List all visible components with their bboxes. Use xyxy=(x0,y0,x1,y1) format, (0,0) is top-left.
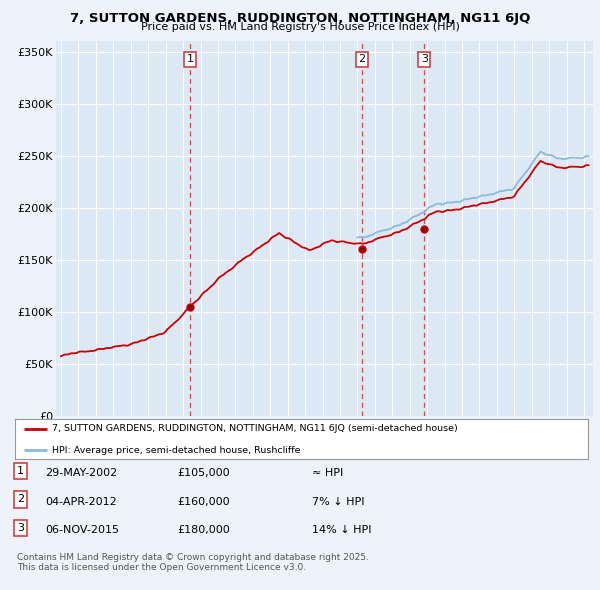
Text: 29-MAY-2002: 29-MAY-2002 xyxy=(45,468,117,478)
Text: 1: 1 xyxy=(187,54,194,64)
Text: 14% ↓ HPI: 14% ↓ HPI xyxy=(312,525,371,535)
Text: 3: 3 xyxy=(421,54,428,64)
Text: 2: 2 xyxy=(358,54,365,64)
Text: 2: 2 xyxy=(17,494,24,504)
Text: 7% ↓ HPI: 7% ↓ HPI xyxy=(312,497,365,507)
Text: 1: 1 xyxy=(17,466,24,476)
Text: HPI: Average price, semi-detached house, Rushcliffe: HPI: Average price, semi-detached house,… xyxy=(52,445,301,455)
Text: £160,000: £160,000 xyxy=(177,497,230,507)
Text: £105,000: £105,000 xyxy=(177,468,230,478)
Text: Price paid vs. HM Land Registry's House Price Index (HPI): Price paid vs. HM Land Registry's House … xyxy=(140,22,460,32)
Text: 7, SUTTON GARDENS, RUDDINGTON, NOTTINGHAM, NG11 6JQ: 7, SUTTON GARDENS, RUDDINGTON, NOTTINGHA… xyxy=(70,12,530,25)
Text: 3: 3 xyxy=(17,523,24,533)
Text: This data is licensed under the Open Government Licence v3.0.: This data is licensed under the Open Gov… xyxy=(17,563,306,572)
Text: £180,000: £180,000 xyxy=(177,525,230,535)
Text: Contains HM Land Registry data © Crown copyright and database right 2025.: Contains HM Land Registry data © Crown c… xyxy=(17,553,368,562)
Text: 04-APR-2012: 04-APR-2012 xyxy=(45,497,117,507)
Text: ≈ HPI: ≈ HPI xyxy=(312,468,343,478)
Text: 06-NOV-2015: 06-NOV-2015 xyxy=(45,525,119,535)
Text: 7, SUTTON GARDENS, RUDDINGTON, NOTTINGHAM, NG11 6JQ (semi-detached house): 7, SUTTON GARDENS, RUDDINGTON, NOTTINGHA… xyxy=(52,424,458,434)
